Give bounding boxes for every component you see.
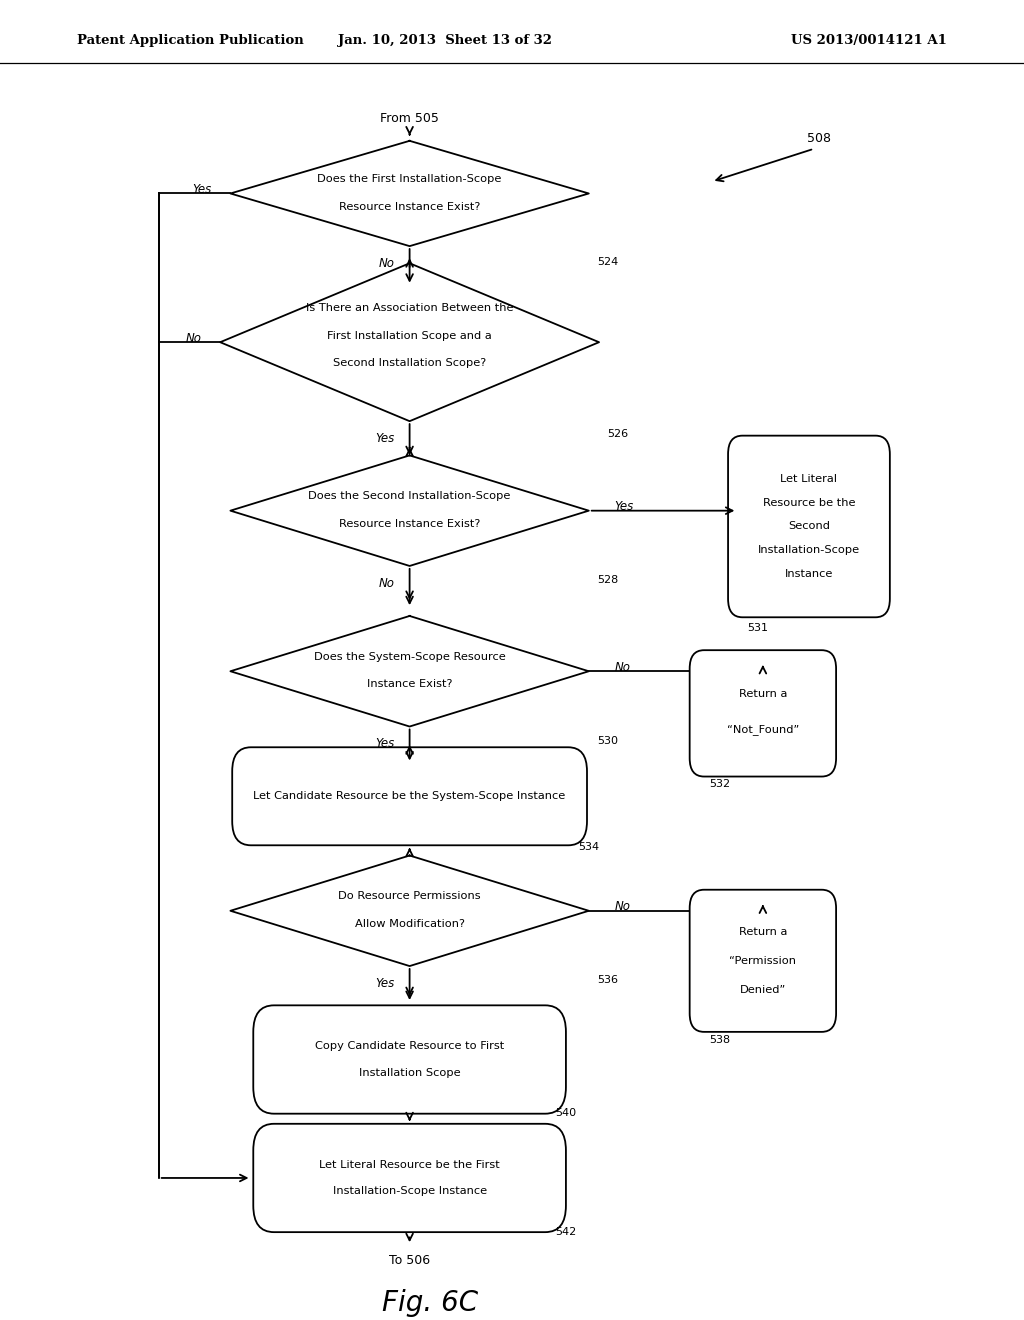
Text: No: No — [614, 900, 631, 913]
Text: First Installation Scope and a: First Installation Scope and a — [328, 330, 492, 341]
Text: Resource Instance Exist?: Resource Instance Exist? — [339, 202, 480, 211]
Text: Copy Candidate Resource to First: Copy Candidate Resource to First — [315, 1041, 504, 1051]
Text: Patent Application Publication: Patent Application Publication — [77, 34, 303, 46]
Text: Denied”: Denied” — [739, 985, 786, 995]
Text: 542: 542 — [555, 1226, 577, 1237]
Text: Does the Second Installation-Scope: Does the Second Installation-Scope — [308, 491, 511, 502]
Text: No: No — [185, 331, 202, 345]
Text: Yes: Yes — [375, 977, 394, 990]
Text: Let Literal Resource be the First: Let Literal Resource be the First — [319, 1160, 500, 1170]
Text: Jan. 10, 2013  Sheet 13 of 32: Jan. 10, 2013 Sheet 13 of 32 — [339, 34, 552, 46]
Text: 534: 534 — [579, 842, 600, 853]
Text: Return a: Return a — [738, 927, 787, 937]
Text: 538: 538 — [709, 1035, 730, 1044]
Text: Yes: Yes — [614, 500, 634, 513]
Text: Installation Scope: Installation Scope — [358, 1068, 461, 1077]
FancyBboxPatch shape — [232, 747, 587, 845]
FancyBboxPatch shape — [253, 1006, 566, 1114]
Text: US 2013/0014121 A1: US 2013/0014121 A1 — [792, 34, 947, 46]
Text: Second Installation Scope?: Second Installation Scope? — [333, 358, 486, 368]
Text: Yes: Yes — [375, 432, 394, 445]
Text: “Permission: “Permission — [729, 956, 797, 966]
Text: Allow Modification?: Allow Modification? — [354, 919, 465, 929]
FancyBboxPatch shape — [690, 651, 836, 776]
Text: 531: 531 — [748, 623, 769, 632]
Text: Yes: Yes — [193, 183, 212, 197]
Text: 526: 526 — [607, 429, 629, 440]
Text: Yes: Yes — [375, 737, 394, 750]
Text: Installation-Scope: Installation-Scope — [758, 545, 860, 556]
FancyBboxPatch shape — [253, 1123, 566, 1232]
Text: From 505: From 505 — [380, 112, 439, 125]
Text: Return a: Return a — [738, 689, 787, 698]
Text: Instance: Instance — [784, 569, 834, 579]
Text: No: No — [614, 661, 631, 673]
Text: Does the System-Scope Resource: Does the System-Scope Resource — [313, 652, 506, 661]
Text: No: No — [378, 256, 394, 269]
Text: To 506: To 506 — [389, 1254, 430, 1267]
Text: 532: 532 — [709, 779, 730, 789]
Text: Resource be the: Resource be the — [763, 498, 855, 508]
Text: Is There an Association Between the: Is There an Association Between the — [306, 304, 513, 313]
Text: 524: 524 — [597, 256, 618, 267]
Text: 508: 508 — [807, 132, 831, 145]
Text: 536: 536 — [597, 975, 618, 985]
Text: Instance Exist?: Instance Exist? — [367, 680, 453, 689]
Text: Let Literal: Let Literal — [780, 474, 838, 484]
Text: 528: 528 — [597, 576, 618, 585]
Text: Let Candidate Resource be the System-Scope Instance: Let Candidate Resource be the System-Sco… — [254, 791, 565, 801]
Text: Installation-Scope Instance: Installation-Scope Instance — [333, 1187, 486, 1196]
Text: 530: 530 — [597, 735, 618, 746]
Text: Second: Second — [787, 521, 830, 532]
Text: 540: 540 — [555, 1109, 577, 1118]
FancyBboxPatch shape — [728, 436, 890, 618]
Text: Resource Instance Exist?: Resource Instance Exist? — [339, 519, 480, 529]
Text: Does the First Installation-Scope: Does the First Installation-Scope — [317, 174, 502, 183]
Text: “Not_Found”: “Not_Found” — [727, 723, 799, 735]
Text: No: No — [378, 577, 394, 590]
Text: Do Resource Permissions: Do Resource Permissions — [338, 891, 481, 902]
Text: Fig. 6C: Fig. 6C — [382, 1290, 478, 1317]
FancyBboxPatch shape — [690, 890, 836, 1032]
